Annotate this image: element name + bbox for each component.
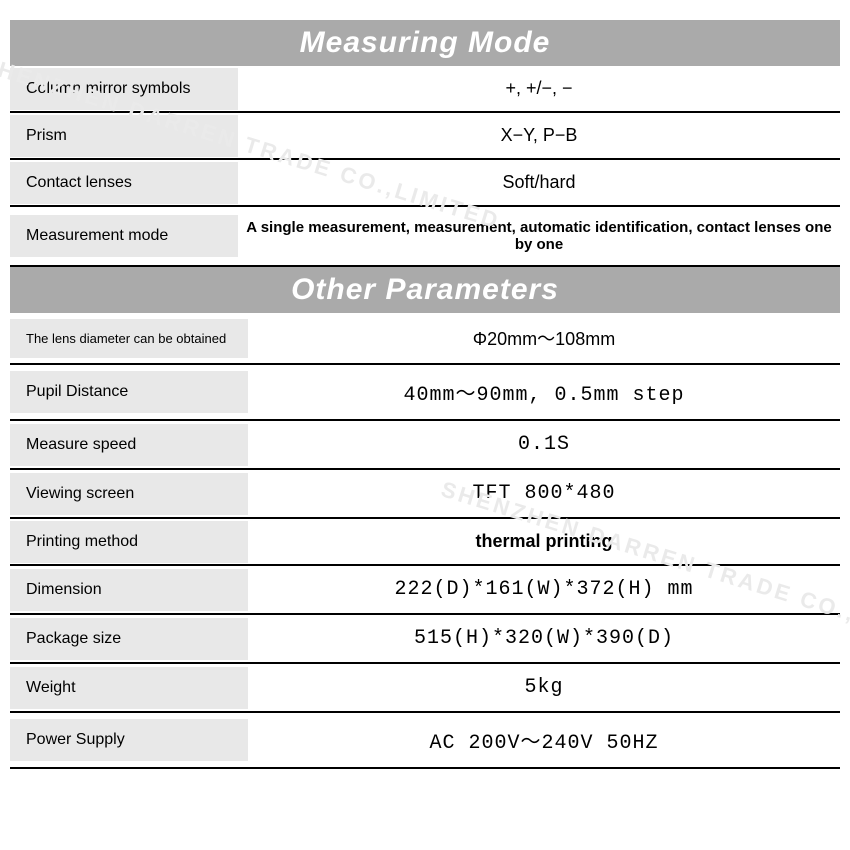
table-row: Column mirror symbols +, +/−, − <box>10 66 840 113</box>
row-value: 222(D)*161(W)*372(H) mm <box>248 566 840 613</box>
row-value: AC 200V～240V 50HZ <box>248 713 840 767</box>
row-value: 0.1S <box>248 421 840 468</box>
row-label: Contact lenses <box>10 162 238 204</box>
row-value: 5kg <box>248 664 840 711</box>
row-value: A single measurement, measurement, autom… <box>238 207 840 265</box>
row-label: Measure speed <box>10 424 248 466</box>
row-label: Dimension <box>10 569 248 611</box>
table-row: The lens diameter can be obtained Φ20mm～… <box>10 313 840 365</box>
row-value: Φ20mm～108mm <box>248 313 840 363</box>
row-label: Package size <box>10 618 248 660</box>
table-row: Power Supply AC 200V～240V 50HZ <box>10 713 840 769</box>
table-row: Contact lenses Soft/hard <box>10 160 840 207</box>
row-value: +, +/−, − <box>238 66 840 111</box>
row-value: X−Y, P−B <box>238 113 840 158</box>
row-label: Printing method <box>10 521 248 563</box>
row-label: Weight <box>10 667 248 709</box>
row-value: thermal printing <box>248 519 840 564</box>
section-header-measuring-mode: Measuring Mode <box>10 20 840 66</box>
row-label: Viewing screen <box>10 473 248 515</box>
table-row: Prism X−Y, P−B <box>10 113 840 160</box>
table-row: Measure speed 0.1S <box>10 421 840 470</box>
row-label: Column mirror symbols <box>10 68 238 110</box>
table-row: Printing method thermal printing <box>10 519 840 566</box>
row-label: Power Supply <box>10 719 248 761</box>
table-row: Dimension 222(D)*161(W)*372(H) mm <box>10 566 840 615</box>
row-value: Soft/hard <box>238 160 840 205</box>
table-row: Measurement mode A single measurement, m… <box>10 207 840 267</box>
table-row: Package size 515(H)*320(W)*390(D) <box>10 615 840 664</box>
row-label: Prism <box>10 115 238 157</box>
table-row: Pupil Distance 40mm～90mm, 0.5mm step <box>10 365 840 421</box>
section-header-other-parameters: Other Parameters <box>10 267 840 313</box>
row-value: 515(H)*320(W)*390(D) <box>248 615 840 662</box>
spec-table: Measuring Mode Column mirror symbols +, … <box>10 0 840 769</box>
row-label: Pupil Distance <box>10 371 248 413</box>
table-row: Viewing screen TFT 800*480 <box>10 470 840 519</box>
row-value: TFT 800*480 <box>248 470 840 517</box>
table-row: Weight 5kg <box>10 664 840 713</box>
section-other-parameters: The lens diameter can be obtained Φ20mm～… <box>10 313 840 769</box>
section-measuring-mode: Column mirror symbols +, +/−, − Prism X−… <box>10 66 840 267</box>
row-value: 40mm～90mm, 0.5mm step <box>248 365 840 419</box>
row-label: Measurement mode <box>10 215 238 257</box>
row-label: The lens diameter can be obtained <box>10 319 248 358</box>
